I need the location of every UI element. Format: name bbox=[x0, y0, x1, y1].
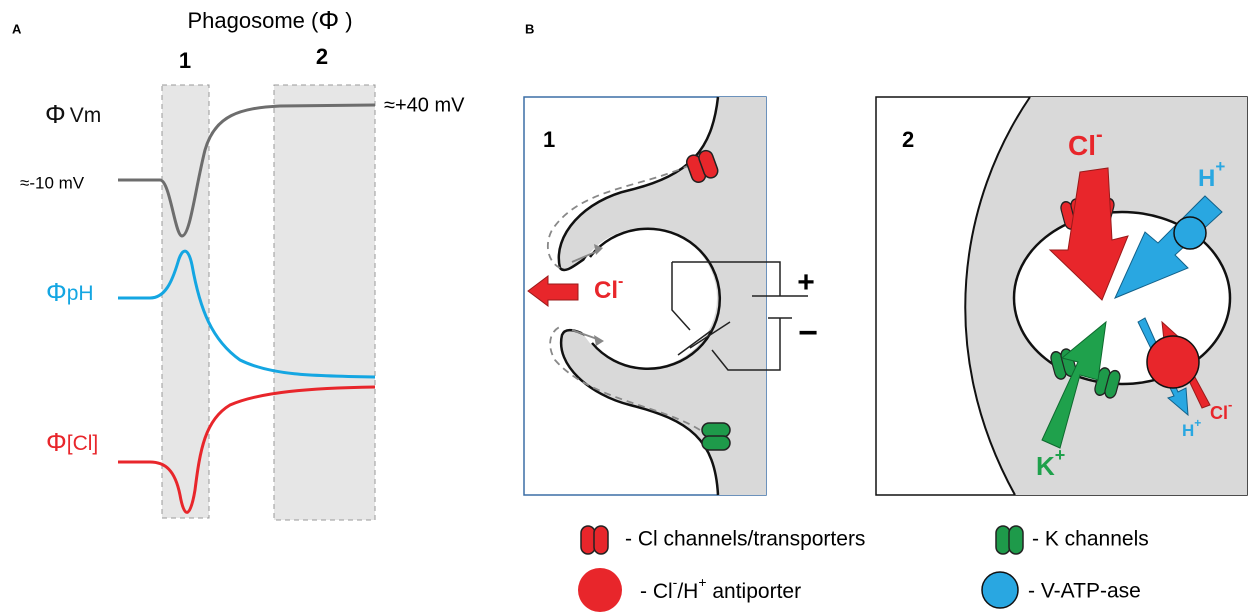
text-part: H bbox=[1182, 421, 1194, 440]
legend-text: - Cl channels/transporters bbox=[625, 528, 865, 551]
battery-sign: − bbox=[798, 314, 818, 352]
trace-label: ΦpH bbox=[46, 277, 94, 307]
panel-title: Phagosome (Φ ) bbox=[187, 5, 352, 35]
annotation: ≈-10 mV bbox=[20, 173, 85, 192]
battery-sign: + bbox=[797, 266, 815, 299]
text-part: - bbox=[618, 273, 623, 290]
text-part: /H bbox=[677, 580, 698, 603]
text-part: + bbox=[698, 574, 706, 590]
text-part: - bbox=[1228, 397, 1232, 412]
stage-label: 2 bbox=[902, 127, 914, 152]
text-part: Vm bbox=[70, 104, 102, 127]
text-part: Phagosome ( bbox=[187, 8, 319, 33]
text-part: Φ bbox=[46, 277, 67, 307]
legend-icon bbox=[578, 568, 622, 612]
text-part: + bbox=[1055, 445, 1066, 465]
text-part: Φ bbox=[46, 427, 67, 457]
stage-label: 1 bbox=[543, 127, 555, 152]
annotation: ≈+40 mV bbox=[384, 94, 465, 116]
text-part: pH bbox=[67, 282, 94, 305]
text-part: + bbox=[1194, 416, 1201, 430]
stage-label: 2 bbox=[316, 44, 328, 69]
text-part: antiporter bbox=[707, 580, 802, 603]
text-part: K bbox=[1036, 451, 1055, 481]
text-part: Cl bbox=[1210, 403, 1228, 423]
text-part: Cl bbox=[1068, 130, 1096, 161]
text-part: H bbox=[1198, 165, 1215, 192]
text-part: - Cl bbox=[640, 580, 673, 603]
text-part: + bbox=[1215, 157, 1225, 176]
stage-label: 1 bbox=[179, 48, 191, 73]
v-atpase bbox=[1174, 217, 1206, 249]
text-part: Φ bbox=[318, 5, 339, 35]
legend-icon bbox=[581, 526, 608, 554]
text-part: Φ bbox=[45, 99, 66, 129]
text-part: [Cl] bbox=[67, 432, 99, 455]
legend-icon bbox=[982, 572, 1018, 608]
figure: A Phagosome (Φ ) 1 2 ΦVm ΦpH Φ[Cl] ≈-10 … bbox=[0, 0, 1248, 612]
panel-label: B bbox=[525, 21, 534, 36]
trace-label: Φ[Cl] bbox=[46, 427, 98, 457]
legend-text: - Cl-/H+ antiporter bbox=[640, 574, 801, 603]
panel-label: A bbox=[12, 21, 22, 36]
text-part: Cl bbox=[594, 277, 618, 304]
legend-text: - V-ATP-ase bbox=[1028, 580, 1141, 603]
antiporter bbox=[1147, 336, 1199, 388]
legend-text: - K channels bbox=[1032, 528, 1149, 551]
stage-box bbox=[274, 85, 375, 520]
text-part: - bbox=[1096, 124, 1103, 146]
k-channel bbox=[702, 423, 730, 450]
text-part: ) bbox=[339, 8, 352, 33]
legend-icon bbox=[996, 526, 1023, 554]
